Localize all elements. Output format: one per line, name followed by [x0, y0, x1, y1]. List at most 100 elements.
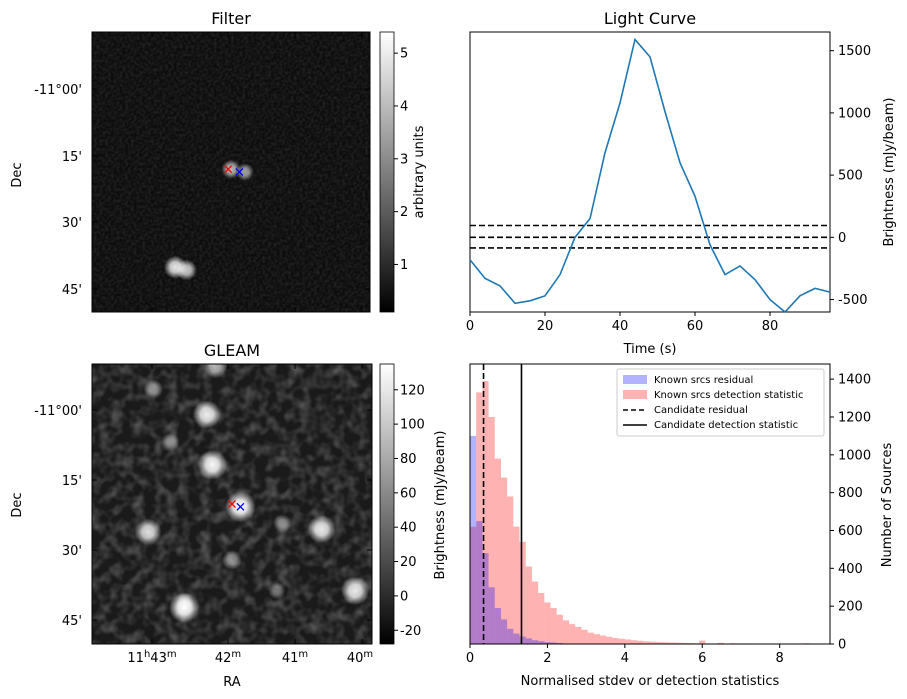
source-blob	[197, 449, 228, 480]
gleam-ytick-label: 15'	[62, 474, 82, 489]
histogram-bar	[507, 628, 514, 644]
colorbar-tick-label: 40	[400, 521, 417, 536]
source-blob	[134, 518, 162, 546]
colorbar-tick-label: 120	[400, 383, 425, 398]
histogram-bar	[649, 641, 656, 644]
source-blob	[143, 379, 164, 399]
gleam-panel: GLEAM -11°00' 15' 30'	[10, 341, 448, 690]
light-curve-series	[469, 37, 831, 314]
histogram-bars	[470, 381, 811, 644]
histogram-bar	[624, 639, 632, 644]
histogram-panel: 0 2 4 6 8 0 200 400 600 800 1000 1200 1400 Normalis…	[466, 363, 895, 689]
x-tick-label: 4	[621, 651, 629, 666]
colorbar-tick-label: 2	[400, 205, 408, 220]
filter-ytick-label: -11°00'	[34, 83, 82, 98]
legend-label: Known srcs detection statistic	[654, 390, 803, 401]
colorbar-tick-label: 4	[400, 99, 408, 114]
y-tick-label: 1500	[838, 44, 871, 59]
histogram-bar	[556, 614, 563, 644]
histogram-bar	[544, 642, 551, 644]
colorbar-tick-label: 5	[400, 47, 408, 62]
filter-frame	[91, 31, 371, 313]
y-tick-label: -500	[838, 293, 868, 308]
histogram-bar	[562, 620, 570, 644]
legend-label: Known srcs residual	[654, 375, 753, 386]
x-tick-label: 40	[612, 319, 629, 334]
histogram-frame	[469, 363, 831, 645]
y-tick-label: 400	[838, 562, 863, 577]
histogram-bar	[631, 640, 638, 644]
x-tick-label: 60	[687, 319, 704, 334]
histogram-bar	[513, 526, 520, 644]
light-curve-panel: Light Curve 0 20 40 60 80 -500 0 500 1000 1500 T…	[466, 9, 897, 357]
filter-title: Filter	[211, 9, 251, 28]
histogram-bar	[612, 637, 619, 644]
y-tick-label: 0	[838, 231, 846, 246]
histogram-bar	[531, 581, 539, 644]
x-tick-label: 80	[762, 319, 779, 334]
histogram-bar	[488, 587, 495, 644]
histogram-bar	[550, 608, 557, 644]
colorbar-tick-label: 100	[400, 418, 425, 433]
light-curve-threshold-lines	[470, 224, 830, 249]
histogram-bar	[600, 635, 607, 644]
source-blob	[307, 514, 336, 544]
source-blob	[169, 592, 200, 623]
histogram-bar	[674, 642, 681, 644]
x-tick-label: 8	[776, 651, 784, 666]
colorbar-tick-label: 0	[400, 589, 408, 604]
light-curve-plot-area	[469, 31, 831, 313]
source-blob	[221, 159, 241, 179]
filter-ytick-label: 45'	[62, 283, 82, 298]
histogram-bar	[513, 633, 520, 644]
source-blob	[161, 433, 180, 452]
histogram-bar	[717, 642, 724, 644]
gleam-xtick-label: 11h43m	[127, 649, 176, 666]
histogram-bar	[662, 642, 669, 644]
position-marker	[224, 165, 233, 174]
colorbar-tick-label: 1	[400, 258, 408, 273]
legend-swatch-residual	[623, 375, 647, 384]
y-tick-label: 1000	[838, 448, 871, 463]
light-curve-xlabel: Time (s)	[623, 342, 677, 357]
gleam-axes: -11°00' 15' 30' 45' Dec 11h43m 42m 41m 4…	[10, 364, 373, 690]
gleam-ytick-label: -11°00'	[34, 404, 82, 419]
histogram-bar	[531, 640, 539, 644]
histogram-bar	[476, 392, 483, 644]
x-tick-label: 6	[698, 651, 706, 666]
gleam-ytick-label: 30'	[62, 544, 82, 559]
gleam-colorbar: -20 0 20 40 60 80 100 120 Brightness (mJy/beam)	[379, 363, 448, 645]
source-blob	[236, 163, 254, 181]
histogram-bar	[525, 638, 532, 644]
colorbar-tick-label: -20	[400, 624, 421, 639]
light-curve-line	[469, 37, 831, 314]
histogram-bar	[643, 641, 650, 644]
histogram-bar	[500, 619, 508, 644]
y-tick-label: 600	[838, 524, 863, 539]
position-marker	[236, 502, 245, 511]
filter-colorbar: 1 2 3 4 5 arbitrary units	[379, 31, 427, 313]
x-tick-label: 2	[543, 651, 551, 666]
histogram-xlabel: Normalised stdev or detection statistics	[521, 674, 780, 689]
histogram-bar	[550, 642, 557, 644]
histogram-bar	[538, 592, 545, 644]
histogram-bar	[525, 566, 532, 644]
light-curve-ylabel: Brightness (mJy/beam)	[882, 98, 897, 247]
source-blob	[268, 582, 286, 600]
gleam-xtick-label: 41m	[282, 649, 308, 666]
histogram-bar	[581, 629, 588, 644]
filter-ytick-label: 30'	[62, 216, 82, 231]
colorbar-tick-label: 3	[400, 152, 408, 167]
histogram-bar	[476, 521, 483, 644]
histogram-bar	[538, 641, 545, 644]
colorbar-tick-label: 80	[400, 452, 417, 467]
gleam-markers	[228, 500, 245, 511]
filter-panel: Filter -11°00' 15' 30'	[10, 9, 427, 313]
histogram-y-ticks: 0 200 400 600 800 1000 1200 1400	[830, 373, 871, 653]
histogram-bar	[569, 624, 576, 644]
filter-y-axis: -11°00' 15' 30' 45' Dec	[10, 32, 370, 312]
histogram-bar	[482, 381, 489, 644]
histogram-bar	[519, 636, 526, 644]
histogram-bar	[655, 642, 662, 644]
